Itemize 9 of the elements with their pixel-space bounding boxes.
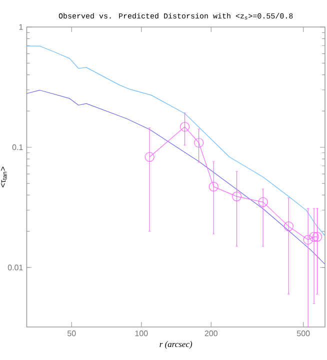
y-tick-label: 0.01 [8, 264, 23, 270]
y-tick-label: 0.1 [12, 144, 23, 150]
x-tick-label: 100 [135, 330, 148, 336]
x-tick-label: 50 [67, 330, 76, 336]
x-tick-label: 500 [296, 330, 310, 336]
y-tick-label: 1 [19, 24, 23, 30]
x-axis-title: r (arcsec) [160, 341, 192, 349]
y-axis-title: <τ$_{tan}$> [0, 166, 7, 188]
x-tick-label: 200 [204, 330, 218, 336]
